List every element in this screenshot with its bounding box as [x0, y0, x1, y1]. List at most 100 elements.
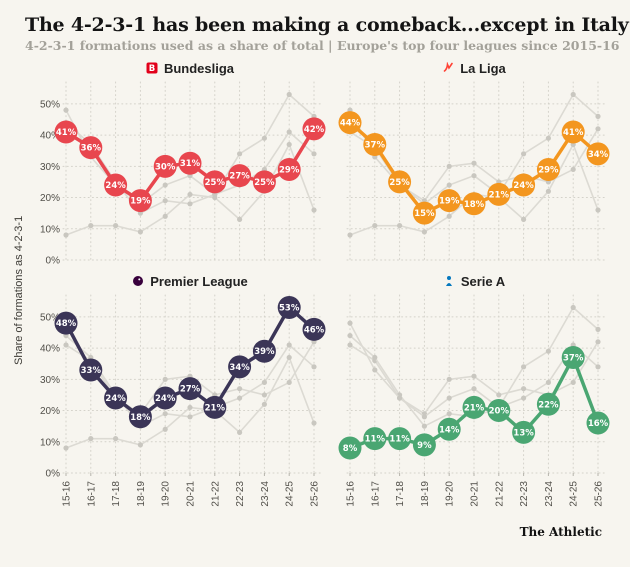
svg-text:18%: 18%: [464, 200, 485, 210]
svg-text:16-17: 16-17: [370, 481, 381, 507]
panel-label: La Liga: [460, 60, 506, 76]
svg-text:29%: 29%: [538, 165, 559, 175]
svg-text:15-16: 15-16: [62, 481, 73, 507]
svg-text:46%: 46%: [304, 325, 325, 335]
svg-text:40%: 40%: [40, 131, 60, 142]
bundesliga-logo-icon: B: [146, 62, 158, 74]
svg-text:0%: 0%: [46, 469, 61, 480]
y-axis-title: Share of formations as 4-2-3-1: [13, 215, 25, 365]
svg-text:34%: 34%: [588, 150, 609, 160]
svg-text:34%: 34%: [229, 363, 250, 373]
svg-text:23-24: 23-24: [544, 481, 555, 507]
svg-text:15%: 15%: [414, 209, 435, 219]
svg-text:27%: 27%: [180, 385, 201, 395]
svg-text:21%: 21%: [205, 403, 226, 413]
panel-bundesliga: B Bundesliga 0% 10% 20% 30% 40% 50% 41% 36% 24% 1…: [28, 59, 326, 270]
svg-text:31%: 31%: [180, 159, 201, 169]
premier-league-logo-icon: [132, 275, 144, 287]
svg-text:11%: 11%: [389, 435, 410, 445]
svg-text:24%: 24%: [155, 394, 176, 404]
svg-text:18-19: 18-19: [136, 481, 147, 507]
chart-title: The 4-2-3-1 has been making a comeback..…: [25, 14, 629, 36]
panel-label: Premier League: [150, 273, 248, 289]
svg-text:9%: 9%: [417, 441, 432, 451]
svg-text:37%: 37%: [563, 353, 584, 363]
svg-text:41%: 41%: [56, 128, 77, 138]
svg-text:20%: 20%: [489, 407, 510, 417]
panel-label: Bundesliga: [163, 60, 235, 76]
svg-text:16%: 16%: [588, 419, 609, 429]
svg-text:25-26: 25-26: [310, 481, 321, 507]
svg-text:30%: 30%: [40, 162, 60, 173]
chart-subtitle: 4-2-3-1 formations used as a share of to…: [25, 38, 620, 53]
svg-text:19%: 19%: [439, 197, 460, 207]
svg-text:42%: 42%: [304, 125, 325, 135]
svg-text:44%: 44%: [340, 119, 361, 129]
panel-title-laliga: La Liga: [350, 59, 598, 77]
premier-league-plot: 0% 10% 20% 30% 40% 50% 15-16 16-17 17-18 18-19 19-…: [40, 294, 326, 507]
panel-title-serie-a: Serie A: [350, 272, 598, 290]
svg-text:21-22: 21-22: [494, 481, 505, 507]
svg-text:18-19: 18-19: [420, 481, 431, 507]
svg-text:36%: 36%: [81, 144, 102, 154]
svg-text:39%: 39%: [254, 347, 275, 357]
panel-serie-a: Serie A 15-16 16-17 17-18 18-19 19-20 20-21 21…: [334, 272, 610, 521]
svg-text:11%: 11%: [365, 435, 386, 445]
svg-text:33%: 33%: [81, 366, 102, 376]
svg-text:37%: 37%: [365, 140, 386, 150]
svg-text:24%: 24%: [105, 394, 126, 404]
svg-text:25%: 25%: [254, 178, 275, 188]
panel-title-bundesliga: B Bundesliga: [66, 59, 314, 77]
laliga-logo-icon: [442, 62, 454, 74]
svg-text:25%: 25%: [389, 178, 410, 188]
svg-text:21%: 21%: [489, 190, 510, 200]
panel-label: Serie A: [460, 273, 506, 289]
svg-text:13%: 13%: [513, 428, 534, 438]
svg-text:30%: 30%: [155, 162, 176, 172]
credit: The Athletic: [519, 525, 602, 539]
svg-text:19%: 19%: [130, 197, 151, 207]
panel-title-premier-league: Premier League: [66, 272, 314, 290]
svg-text:0%: 0%: [46, 256, 61, 267]
svg-text:21-22: 21-22: [210, 481, 221, 507]
svg-text:50%: 50%: [40, 99, 60, 110]
svg-text:22-23: 22-23: [235, 481, 246, 507]
serie-a-logo-icon: [443, 275, 455, 287]
svg-text:14%: 14%: [439, 425, 460, 435]
svg-text:53%: 53%: [279, 303, 300, 313]
svg-text:10%: 10%: [40, 224, 60, 235]
svg-text:20%: 20%: [40, 406, 60, 417]
svg-text:25-26: 25-26: [594, 481, 605, 507]
svg-text:20-21: 20-21: [186, 481, 197, 507]
svg-text:20-21: 20-21: [470, 481, 481, 507]
svg-text:22-23: 22-23: [519, 481, 530, 507]
panel-premier-league: Premier League 0% 10% 20% 30% 40% 50% 15-16 16-…: [28, 272, 326, 521]
svg-text:19-20: 19-20: [445, 481, 456, 507]
svg-text:24%: 24%: [513, 181, 534, 191]
bundesliga-plot: 0%10%20%30%40%50%41%36%24%19%30% 31%25%27…: [40, 81, 326, 267]
svg-text:48%: 48%: [56, 319, 77, 329]
svg-text:40%: 40%: [40, 344, 60, 355]
svg-text:21%: 21%: [464, 403, 485, 413]
chart-layout: Share of formations as 4-2-3-1 B Bundesl…: [10, 59, 630, 521]
svg-text:B: B: [149, 64, 155, 74]
svg-text:41%: 41%: [563, 128, 584, 138]
serie-a-plot: 15-16 16-17 17-18 18-19 19-20 20-21 21-22 22-23…: [338, 294, 610, 507]
svg-text:17-18: 17-18: [111, 481, 122, 507]
svg-text:19-20: 19-20: [161, 481, 172, 507]
svg-text:29%: 29%: [279, 165, 300, 175]
panel-laliga: La Liga 44% 37% 25% 15% 19% 18% 21% 24% 29% 41% 34…: [334, 59, 610, 270]
svg-text:27%: 27%: [229, 172, 250, 182]
svg-text:10%: 10%: [40, 437, 60, 448]
chart-page: The 4-2-3-1 has been making a comeback..…: [10, 14, 630, 539]
laliga-plot: 44% 37% 25% 15% 19% 18% 21%24% 29% 41% 34%: [338, 81, 610, 261]
svg-text:24-25: 24-25: [569, 481, 580, 507]
svg-text:23-24: 23-24: [260, 481, 271, 507]
svg-text:16-17: 16-17: [86, 481, 97, 507]
svg-text:17-18: 17-18: [395, 481, 406, 507]
svg-text:50%: 50%: [40, 312, 60, 323]
svg-text:18%: 18%: [130, 413, 151, 423]
svg-text:24%: 24%: [105, 181, 126, 191]
svg-text:22%: 22%: [538, 400, 559, 410]
svg-text:15-16: 15-16: [346, 481, 357, 507]
